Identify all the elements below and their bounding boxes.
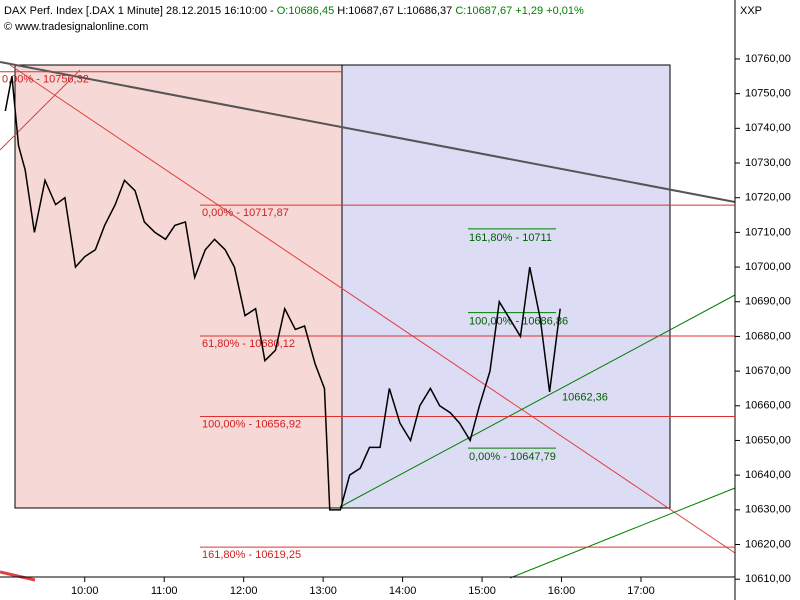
x-tick-label: 14:00 bbox=[389, 585, 417, 597]
x-tick-label: 12:00 bbox=[230, 585, 258, 597]
y-tick-label: 10740,00 bbox=[745, 122, 791, 134]
y-tick-label: 10680,00 bbox=[745, 330, 791, 342]
trend-line bbox=[0, 61, 736, 203]
x-tick-label: 17:00 bbox=[627, 585, 655, 597]
y-tick-label: 10750,00 bbox=[745, 88, 791, 100]
fib-label: 100,00% - 10656,92 bbox=[202, 418, 301, 430]
y-tick-label: 10630,00 bbox=[745, 504, 791, 516]
axis-label: XXP bbox=[740, 5, 762, 17]
trend-line bbox=[509, 487, 736, 579]
y-tick-label: 10620,00 bbox=[745, 538, 791, 550]
y-tick-label: 10730,00 bbox=[745, 157, 791, 169]
trend-line bbox=[9, 64, 736, 554]
fib-label: 161,80% - 10711 bbox=[469, 232, 552, 244]
y-tick-label: 10650,00 bbox=[745, 434, 791, 446]
trend-line bbox=[339, 294, 736, 508]
x-tick-label: 10:00 bbox=[71, 585, 99, 597]
y-tick-label: 10700,00 bbox=[745, 261, 791, 273]
fib-label: 61,80% - 10680,12 bbox=[202, 338, 295, 350]
fib-label: 0,00% - 10647,79 bbox=[469, 451, 556, 463]
fib-label: 0,00% - 10756,32 bbox=[2, 74, 89, 86]
range-box-red bbox=[14, 64, 343, 509]
y-tick-label: 10710,00 bbox=[745, 226, 791, 238]
y-tick-label: 10760,00 bbox=[745, 53, 791, 65]
y-tick-label: 10670,00 bbox=[745, 365, 791, 377]
fib-label: 161,80% - 10619,25 bbox=[202, 549, 301, 561]
y-tick-label: 10640,00 bbox=[745, 469, 791, 481]
price-line bbox=[4, 76, 561, 511]
x-tick-label: 16:00 bbox=[548, 585, 576, 597]
subtitle: © www.tradesignalonline.com bbox=[4, 21, 148, 33]
trend-line bbox=[0, 570, 36, 582]
y-tick-label: 10610,00 bbox=[745, 573, 791, 585]
fib-label: 0,00% - 10717,87 bbox=[202, 207, 289, 219]
x-tick-label: 15:00 bbox=[468, 585, 496, 597]
price-label: 10662,36 bbox=[562, 392, 608, 404]
fib-label: 100,00% - 10686,86 bbox=[469, 316, 568, 328]
trend-line bbox=[0, 69, 81, 151]
range-box-blue bbox=[341, 64, 671, 509]
x-tick-label: 11:00 bbox=[151, 585, 178, 597]
y-tick-label: 10690,00 bbox=[745, 296, 791, 308]
y-tick-label: 10660,00 bbox=[745, 400, 791, 412]
y-tick-label: 10720,00 bbox=[745, 192, 791, 204]
chart-title: DAX Perf. Index [.DAX 1 Minute] 28.12.20… bbox=[4, 5, 584, 17]
x-tick-label: 13:00 bbox=[309, 585, 337, 597]
